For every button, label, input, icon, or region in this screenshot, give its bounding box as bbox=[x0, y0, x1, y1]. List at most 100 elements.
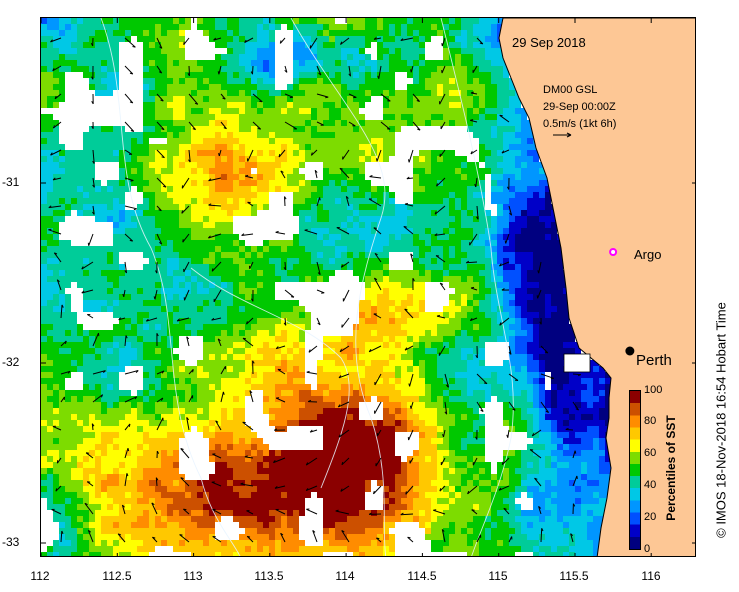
x-tick-label: 112 bbox=[30, 569, 50, 583]
current-arrowhead bbox=[48, 228, 52, 231]
current-arrow bbox=[124, 65, 134, 75]
sst-cells bbox=[41, 18, 611, 556]
current-arrow bbox=[275, 509, 286, 515]
current-arrowhead bbox=[215, 420, 219, 423]
current-arrow bbox=[374, 373, 382, 386]
current-arrowhead bbox=[446, 384, 449, 388]
current-arrowhead bbox=[134, 396, 138, 400]
current-arrow bbox=[284, 317, 287, 326]
current-arrowhead bbox=[325, 96, 329, 99]
current-arrow bbox=[540, 345, 549, 354]
current-arrow bbox=[92, 149, 95, 164]
current-arrowhead bbox=[404, 347, 408, 351]
current-arrowhead bbox=[408, 159, 410, 163]
current-arrowhead bbox=[439, 282, 444, 285]
current-arrowhead bbox=[376, 158, 378, 162]
current-arrow bbox=[183, 37, 190, 46]
current-arrow bbox=[92, 332, 99, 347]
current-arrowhead bbox=[160, 99, 164, 102]
current-arrowhead bbox=[129, 101, 133, 104]
current-arrowhead bbox=[436, 314, 441, 317]
current-arrow bbox=[342, 289, 350, 302]
map-panel[interactable] bbox=[40, 17, 696, 557]
current-arrowhead bbox=[341, 530, 345, 533]
current-arrowhead bbox=[442, 433, 444, 438]
current-arrowhead bbox=[368, 512, 372, 515]
current-arrow bbox=[380, 93, 391, 102]
current-arrow bbox=[52, 65, 62, 72]
current-arrow bbox=[155, 477, 158, 487]
current-arrow bbox=[340, 485, 350, 492]
current-arrow bbox=[306, 371, 318, 375]
current-arrowhead bbox=[64, 340, 67, 345]
current-arrow bbox=[316, 93, 329, 98]
current-arrow bbox=[275, 397, 286, 403]
current-arrowhead bbox=[91, 423, 95, 427]
current-arrowhead bbox=[577, 374, 582, 377]
current-arrow bbox=[409, 373, 414, 387]
current-arrowhead bbox=[117, 533, 122, 536]
current-arrow bbox=[48, 205, 62, 209]
current-arrow bbox=[537, 289, 542, 299]
current-arrow bbox=[434, 233, 446, 236]
current-arrow bbox=[570, 533, 574, 543]
current-arrowhead bbox=[305, 462, 309, 466]
current-arrow bbox=[88, 233, 94, 246]
current-arrow bbox=[48, 229, 62, 235]
current-arrow bbox=[508, 345, 512, 355]
current-arrowhead bbox=[541, 528, 544, 532]
current-arrowhead bbox=[538, 506, 542, 509]
current-arrow bbox=[121, 504, 126, 515]
current-arrow bbox=[540, 528, 543, 543]
current-arrowhead bbox=[444, 411, 448, 415]
current-arrow bbox=[188, 369, 194, 375]
current-scale-label: 0.5m/s (1kt 6h) bbox=[543, 118, 617, 130]
current-arrow bbox=[60, 340, 67, 347]
land bbox=[498, 18, 695, 556]
current-arrow bbox=[507, 429, 510, 438]
current-arrow bbox=[152, 536, 158, 543]
current-arrow bbox=[252, 121, 262, 130]
current-arrowhead bbox=[341, 461, 344, 465]
current-arrowhead bbox=[244, 39, 247, 43]
current-arrowhead bbox=[339, 167, 343, 170]
current-arrow bbox=[215, 420, 222, 431]
current-arrow bbox=[284, 65, 288, 73]
current-arrowhead bbox=[92, 160, 95, 164]
current-arrowhead bbox=[246, 321, 248, 325]
x-tick-label: 115 bbox=[488, 569, 508, 583]
current-arrowhead bbox=[441, 529, 445, 532]
current-arrow bbox=[374, 37, 382, 40]
current-arrowhead bbox=[208, 178, 212, 182]
current-arrowhead bbox=[217, 338, 221, 342]
current-arrowhead bbox=[218, 152, 220, 157]
colorbar-tick: 80 bbox=[644, 415, 657, 427]
current-arrow bbox=[467, 485, 478, 495]
current-arrow bbox=[86, 481, 94, 487]
current-arrowhead bbox=[159, 46, 163, 49]
current-arrowhead bbox=[247, 535, 251, 538]
current-arrowhead bbox=[158, 71, 162, 74]
current-arrow bbox=[124, 37, 136, 48]
current-arrow bbox=[407, 536, 414, 543]
current-arrowhead bbox=[306, 370, 310, 373]
current-arrowhead bbox=[187, 73, 190, 77]
current-arrow bbox=[240, 483, 254, 487]
current-arrow bbox=[404, 203, 414, 207]
current-arrow bbox=[434, 205, 446, 215]
current-arrow bbox=[338, 401, 350, 408]
current-arrow bbox=[179, 534, 190, 543]
current-arrowhead bbox=[211, 317, 215, 321]
current-arrow bbox=[341, 261, 350, 268]
current-arrowhead bbox=[280, 170, 284, 173]
current-arrowhead bbox=[129, 239, 133, 242]
current-arrowhead bbox=[91, 125, 94, 129]
current-arrow bbox=[279, 37, 286, 44]
current-arrowhead bbox=[305, 487, 309, 491]
current-arrow bbox=[146, 317, 158, 322]
current-arrowhead bbox=[156, 450, 160, 454]
current-arrow bbox=[374, 401, 382, 414]
current-arrow bbox=[242, 421, 254, 431]
current-arrow bbox=[475, 177, 478, 187]
current-arrowhead bbox=[436, 183, 438, 187]
